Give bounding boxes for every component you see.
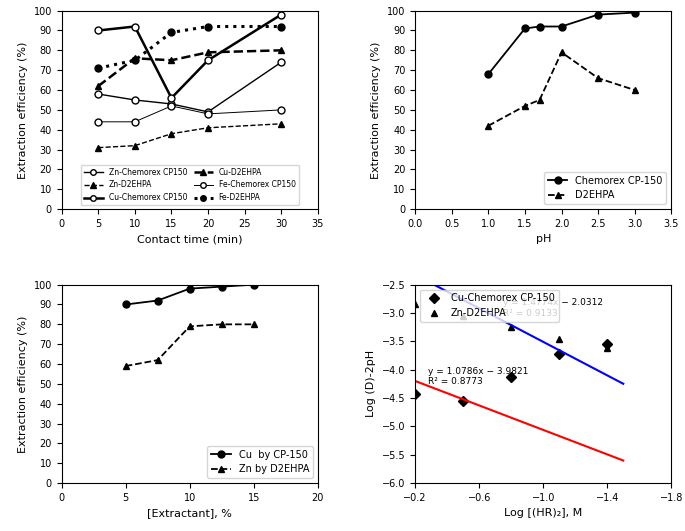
Fe-Chemorex CP150 (131, 118, 139, 125)
Cu-Chemorex CP-150 (459, 398, 467, 404)
Text: y = 1.0786x − 3.9821
R² = 0.8773: y = 1.0786x − 3.9821 R² = 0.8773 (428, 366, 528, 386)
Chemorex CP-150 (631, 10, 639, 16)
Zn by D2EHPA (121, 363, 129, 369)
Cu-D2EHPA (204, 49, 212, 56)
X-axis label: [Extractant], %: [Extractant], % (147, 509, 232, 518)
Zn-D2EHPA (603, 345, 612, 352)
Cu-D2EHPA (167, 57, 175, 63)
Zn-D2EHPA (204, 125, 212, 131)
Cu  by CP-150 (186, 286, 194, 292)
Fe-D2EHPA (167, 29, 175, 36)
X-axis label: Contact time (min): Contact time (min) (137, 235, 242, 244)
Legend: Zn-Chemorex CP150, Zn-D2EHPA, Cu-Chemorex CP150, Cu-D2EHPA, Fe-Chemorex CP150, F: Zn-Chemorex CP150, Zn-D2EHPA, Cu-Chemore… (81, 165, 299, 205)
Line: Cu-Chemorex CP-150: Cu-Chemorex CP-150 (412, 341, 611, 405)
Line: Zn-Chemorex CP150: Zn-Chemorex CP150 (95, 59, 285, 115)
Line: Cu-D2EHPA: Cu-D2EHPA (95, 47, 285, 90)
Y-axis label: Log (D)-2pH: Log (D)-2pH (366, 350, 376, 417)
Cu-Chemorex CP-150 (555, 350, 563, 357)
Zn by D2EHPA (218, 321, 226, 328)
Zn-D2EHPA (555, 336, 563, 342)
Chemorex CP-150 (558, 23, 566, 30)
Zn-Chemorex CP150 (131, 97, 139, 103)
Zn-D2EHPA (459, 313, 467, 319)
Cu-Chemorex CP-150 (603, 341, 612, 347)
Cu-Chemorex CP150 (167, 95, 175, 101)
Cu-D2EHPA (277, 47, 286, 54)
Chemorex CP-150 (521, 25, 529, 32)
D2EHPA (484, 123, 493, 129)
Fe-D2EHPA (204, 23, 212, 30)
Zn-Chemorex CP150 (277, 59, 286, 65)
Line: Fe-Chemorex CP150: Fe-Chemorex CP150 (95, 102, 285, 125)
Fe-D2EHPA (131, 57, 139, 63)
Zn-D2EHPA (167, 131, 175, 137)
D2EHPA (631, 87, 639, 93)
Y-axis label: Extraction efficiency (%): Extraction efficiency (%) (371, 41, 382, 178)
Line: Cu-Chemorex CP150: Cu-Chemorex CP150 (95, 11, 285, 101)
Line: Zn-D2EHPA: Zn-D2EHPA (412, 301, 611, 352)
Chemorex CP-150 (536, 23, 544, 30)
Zn-D2EHPA (131, 142, 139, 149)
X-axis label: Log [(HR)₂], M: Log [(HR)₂], M (504, 509, 582, 518)
Chemorex CP-150 (594, 11, 602, 18)
Zn by D2EHPA (186, 323, 194, 330)
D2EHPA (536, 97, 544, 103)
Line: Cu  by CP-150: Cu by CP-150 (122, 281, 258, 308)
Zn-D2EHPA (411, 301, 419, 307)
Cu-Chemorex CP-150 (411, 390, 419, 397)
X-axis label: pH: pH (536, 235, 551, 244)
Line: Zn by D2EHPA: Zn by D2EHPA (122, 321, 258, 370)
Zn by D2EHPA (249, 321, 258, 328)
Fe-Chemorex CP150 (167, 102, 175, 109)
D2EHPA (558, 49, 566, 56)
Cu-Chemorex CP-150 (507, 373, 515, 380)
Y-axis label: Extraction efficiency (%): Extraction efficiency (%) (18, 315, 28, 452)
Cu  by CP-150 (249, 281, 258, 288)
Cu-Chemorex CP150 (131, 23, 139, 30)
Zn by D2EHPA (153, 357, 162, 363)
Cu-D2EHPA (94, 83, 102, 89)
Zn-Chemorex CP150 (167, 101, 175, 107)
D2EHPA (594, 75, 602, 81)
Line: Fe-D2EHPA: Fe-D2EHPA (95, 23, 285, 72)
Cu-D2EHPA (131, 55, 139, 62)
Chemorex CP-150 (484, 71, 493, 78)
Fe-Chemorex CP150 (277, 107, 286, 113)
Cu  by CP-150 (218, 284, 226, 290)
Line: Chemorex CP-150: Chemorex CP-150 (485, 9, 638, 78)
Legend: Cu  by CP-150, Zn by D2EHPA: Cu by CP-150, Zn by D2EHPA (208, 446, 313, 478)
Zn-D2EHPA (507, 324, 515, 330)
Legend: Chemorex CP-150, D2EHPA: Chemorex CP-150, D2EHPA (544, 172, 667, 204)
Fe-Chemorex CP150 (204, 110, 212, 117)
Y-axis label: Extraction efficiency (%): Extraction efficiency (%) (18, 41, 28, 178)
Line: D2EHPA: D2EHPA (485, 49, 638, 129)
Zn-Chemorex CP150 (204, 109, 212, 115)
Cu-Chemorex CP150 (94, 27, 102, 33)
Zn-D2EHPA (277, 121, 286, 127)
Text: y = 1.4774x − 2.0312
R² = 0.9133: y = 1.4774x − 2.0312 R² = 0.9133 (503, 298, 603, 318)
Legend: Cu-Chemorex CP-150, Zn-D2EHPA: Cu-Chemorex CP-150, Zn-D2EHPA (420, 289, 559, 322)
Zn-D2EHPA (94, 144, 102, 151)
D2EHPA (521, 102, 529, 109)
Line: Zn-D2EHPA: Zn-D2EHPA (95, 121, 285, 151)
Zn-Chemorex CP150 (94, 91, 102, 97)
Cu-Chemorex CP150 (204, 57, 212, 63)
Cu  by CP-150 (121, 301, 129, 307)
Fe-Chemorex CP150 (94, 118, 102, 125)
Cu  by CP-150 (153, 297, 162, 304)
Cu-Chemorex CP150 (277, 11, 286, 18)
Fe-D2EHPA (277, 23, 286, 30)
Fe-D2EHPA (94, 65, 102, 71)
